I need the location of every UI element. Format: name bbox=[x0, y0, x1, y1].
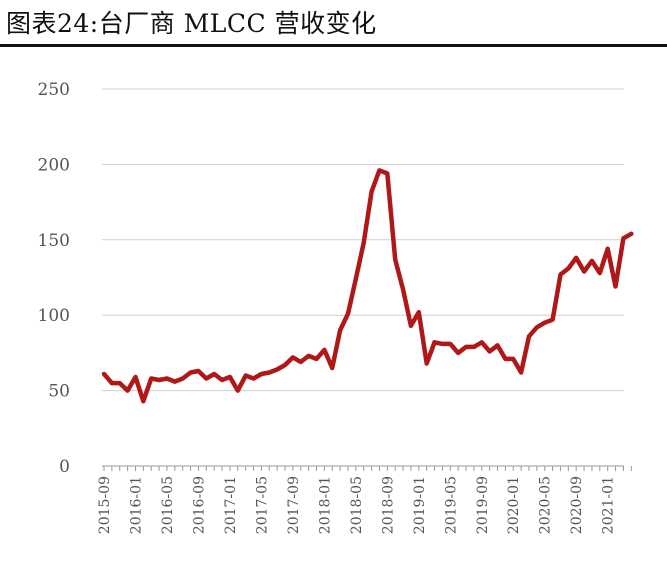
data-point bbox=[291, 355, 295, 359]
data-point bbox=[598, 271, 602, 275]
x-tick-label: 2017-05 bbox=[254, 476, 270, 534]
data-point bbox=[464, 345, 468, 349]
x-tick-label: 2015-09 bbox=[97, 476, 113, 534]
data-point bbox=[118, 381, 122, 385]
data-point bbox=[472, 345, 476, 349]
data-point bbox=[204, 377, 208, 380]
x-tick-label: 2018-05 bbox=[349, 476, 365, 534]
data-point bbox=[330, 366, 334, 370]
data-point bbox=[236, 389, 240, 393]
x-tick-label: 2019-05 bbox=[443, 476, 459, 534]
data-point bbox=[401, 288, 405, 292]
data-point bbox=[456, 351, 460, 355]
x-tick-label: 2017-01 bbox=[223, 476, 239, 534]
title-underline bbox=[0, 44, 667, 47]
data-point bbox=[259, 372, 263, 376]
x-tick-label: 2017-09 bbox=[286, 476, 302, 534]
data-point bbox=[338, 328, 342, 332]
data-point bbox=[157, 378, 161, 382]
data-point bbox=[614, 285, 617, 288]
data-point bbox=[110, 381, 114, 385]
x-tick-label: 2016-09 bbox=[191, 476, 207, 534]
x-tick-label: 2018-01 bbox=[317, 476, 333, 534]
data-point bbox=[606, 247, 610, 251]
data-point bbox=[535, 325, 539, 329]
data-point bbox=[551, 318, 555, 322]
data-point bbox=[165, 377, 169, 380]
data-point bbox=[267, 371, 271, 374]
data-point bbox=[322, 348, 326, 352]
data-point bbox=[488, 349, 492, 353]
data-point bbox=[307, 354, 311, 358]
x-tick-label: 2021-01 bbox=[601, 476, 617, 534]
data-point bbox=[354, 277, 358, 281]
x-tick-label: 2016-01 bbox=[128, 476, 144, 534]
x-tick-label: 2020-01 bbox=[506, 476, 522, 534]
data-point bbox=[417, 310, 421, 314]
data-point bbox=[228, 375, 232, 379]
data-point bbox=[134, 375, 137, 379]
data-point bbox=[220, 378, 224, 382]
data-point bbox=[149, 377, 153, 380]
data-point bbox=[126, 389, 130, 393]
data-point bbox=[543, 321, 547, 325]
data-point bbox=[574, 256, 578, 260]
data-point bbox=[393, 257, 397, 261]
data-point bbox=[385, 171, 389, 175]
data-point bbox=[275, 368, 279, 371]
data-point bbox=[189, 371, 193, 374]
revenue-series-line bbox=[101, 168, 634, 404]
data-point bbox=[346, 312, 350, 316]
data-point bbox=[283, 363, 287, 367]
data-point bbox=[503, 357, 507, 361]
data-point bbox=[196, 369, 200, 373]
data-point bbox=[362, 241, 366, 245]
data-point bbox=[181, 377, 185, 380]
chart-title: 图表24:台厂商 MLCC 营收变化 bbox=[6, 9, 377, 38]
data-point bbox=[511, 357, 515, 361]
y-tick-label: 250 bbox=[38, 80, 70, 100]
data-point bbox=[370, 190, 374, 193]
data-point bbox=[566, 267, 570, 270]
data-point bbox=[496, 343, 499, 347]
x-tick-label: 2020-09 bbox=[569, 476, 585, 534]
data-point bbox=[629, 232, 633, 236]
data-point bbox=[425, 362, 429, 365]
data-point bbox=[590, 259, 594, 263]
data-point bbox=[433, 340, 436, 344]
data-point bbox=[409, 324, 413, 328]
y-tick-label: 0 bbox=[59, 457, 70, 477]
data-point bbox=[621, 236, 625, 240]
y-tick-label: 100 bbox=[38, 306, 70, 326]
data-point bbox=[252, 377, 255, 380]
x-tick-label: 2019-09 bbox=[475, 476, 491, 534]
data-point bbox=[582, 270, 586, 273]
x-tick-label: 2016-05 bbox=[160, 476, 176, 534]
data-point bbox=[527, 334, 531, 338]
data-point bbox=[519, 371, 523, 374]
y-tick-label: 50 bbox=[48, 382, 70, 402]
x-tick-label: 2019-01 bbox=[412, 476, 428, 534]
y-tick-label: 200 bbox=[38, 155, 70, 175]
y-tick-label: 150 bbox=[38, 231, 70, 251]
x-tick-label: 2018-09 bbox=[380, 476, 396, 534]
data-point bbox=[212, 372, 216, 376]
data-point bbox=[102, 372, 106, 376]
data-point bbox=[440, 342, 444, 346]
data-point bbox=[480, 340, 484, 344]
data-point bbox=[244, 374, 248, 377]
data-point bbox=[299, 360, 303, 364]
data-point bbox=[448, 342, 452, 346]
data-point bbox=[173, 380, 177, 384]
x-tick-label: 2020-05 bbox=[538, 476, 554, 534]
data-point bbox=[141, 399, 145, 403]
data-point bbox=[377, 168, 381, 172]
data-point bbox=[559, 273, 562, 276]
data-point bbox=[315, 357, 318, 361]
